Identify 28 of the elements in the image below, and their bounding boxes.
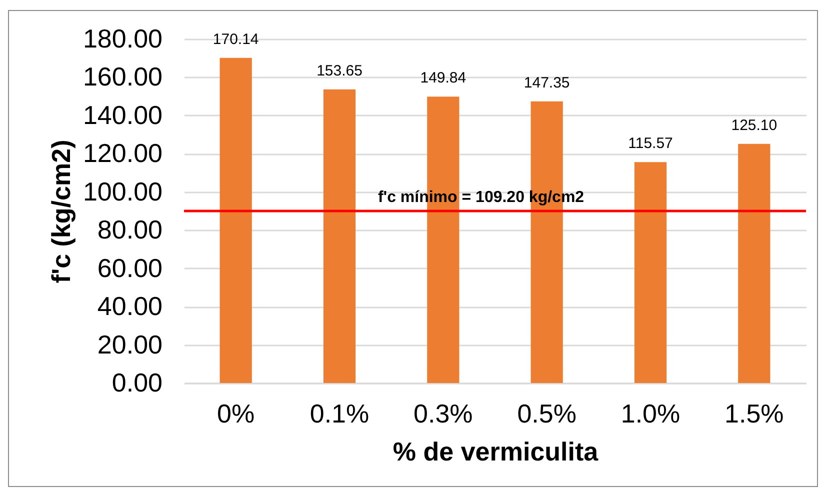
y-tick-label: 180.00 [82,24,162,54]
data-label: 147.35 [524,74,570,92]
bar [323,89,356,383]
x-tick-label: 0.5% [517,398,576,428]
bar [220,58,252,383]
x-tick-label: 1.5% [724,398,784,428]
y-tick-label: 40.00 [97,291,162,322]
x-tick-label: 0.1% [310,398,370,428]
y-axis-title: f'c (kg/cm2) [46,140,76,284]
data-label: 125.10 [731,116,778,134]
x-tick-label: 0% [217,398,255,428]
x-tick-label: 1.0% [620,398,680,428]
y-tick-label: 60.00 [97,252,162,283]
y-tick-label: 0.00 [112,368,162,398]
y-tick-label: 80.00 [97,214,162,245]
data-label: 170.14 [212,30,259,48]
data-label: 149.84 [420,70,466,87]
bar [634,162,667,383]
data-label: 153.65 [316,62,362,80]
y-tick-label: 120.00 [82,138,162,168]
x-axis-title: % de vermiculita [392,436,599,466]
y-tick-label: 140.00 [82,100,162,130]
y-tick-label: 20.00 [97,329,162,360]
data-label: 115.57 [628,135,673,152]
y-tick-label: 100.00 [82,176,162,206]
bar [738,144,770,383]
x-tick-label: 0.3% [414,398,473,428]
y-tick-label: 160.00 [82,62,162,92]
